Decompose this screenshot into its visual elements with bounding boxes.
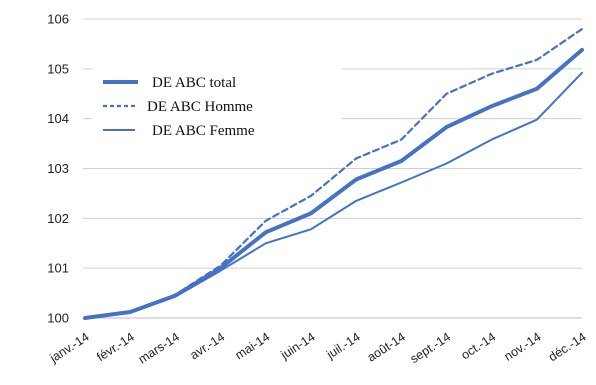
y-tick-label: 106 [47, 12, 69, 27]
y-tick-label: 103 [47, 161, 69, 176]
y-axis-ticks: 100 101 102 103 104 105 106 [47, 12, 69, 326]
legend: DE ABC total DE ABC Homme DE ABC Femme [92, 68, 342, 160]
x-tick-label: juil.-14 [323, 330, 362, 362]
y-tick-label: 105 [47, 61, 69, 76]
x-tick-label: févr.-14 [94, 330, 137, 364]
x-tick-label: juin-14 [278, 330, 318, 363]
x-tick-label: avr.-14 [188, 330, 228, 363]
legend-label: DE ABC total [152, 75, 236, 91]
legend-label: DE ABC Femme [152, 123, 255, 139]
x-tick-label: mars-14 [136, 330, 182, 367]
x-tick-label: oct.-14 [459, 330, 499, 363]
y-tick-label: 102 [47, 211, 69, 226]
x-tick-label: nov.-14 [502, 330, 544, 364]
gridlines [83, 18, 582, 319]
x-tick-label: déc.-14 [546, 330, 589, 364]
y-tick-label: 104 [47, 111, 69, 126]
series-lines [83, 27, 584, 320]
x-axis-ticks: janv.-14 févr.-14 mars-14 avr.-14 mai-14 juin… [47, 330, 589, 367]
y-tick-label: 101 [47, 261, 69, 276]
x-tick-label: janv.-14 [47, 330, 92, 366]
y-tick-label: 100 [47, 311, 69, 326]
series-line-de-abc-total [83, 47, 584, 320]
x-tick-label: sept.-14 [408, 330, 454, 366]
x-tick-label: mai-14 [233, 330, 273, 363]
x-tick-label: août-14 [365, 330, 408, 365]
legend-label: DE ABC Homme [147, 99, 253, 115]
